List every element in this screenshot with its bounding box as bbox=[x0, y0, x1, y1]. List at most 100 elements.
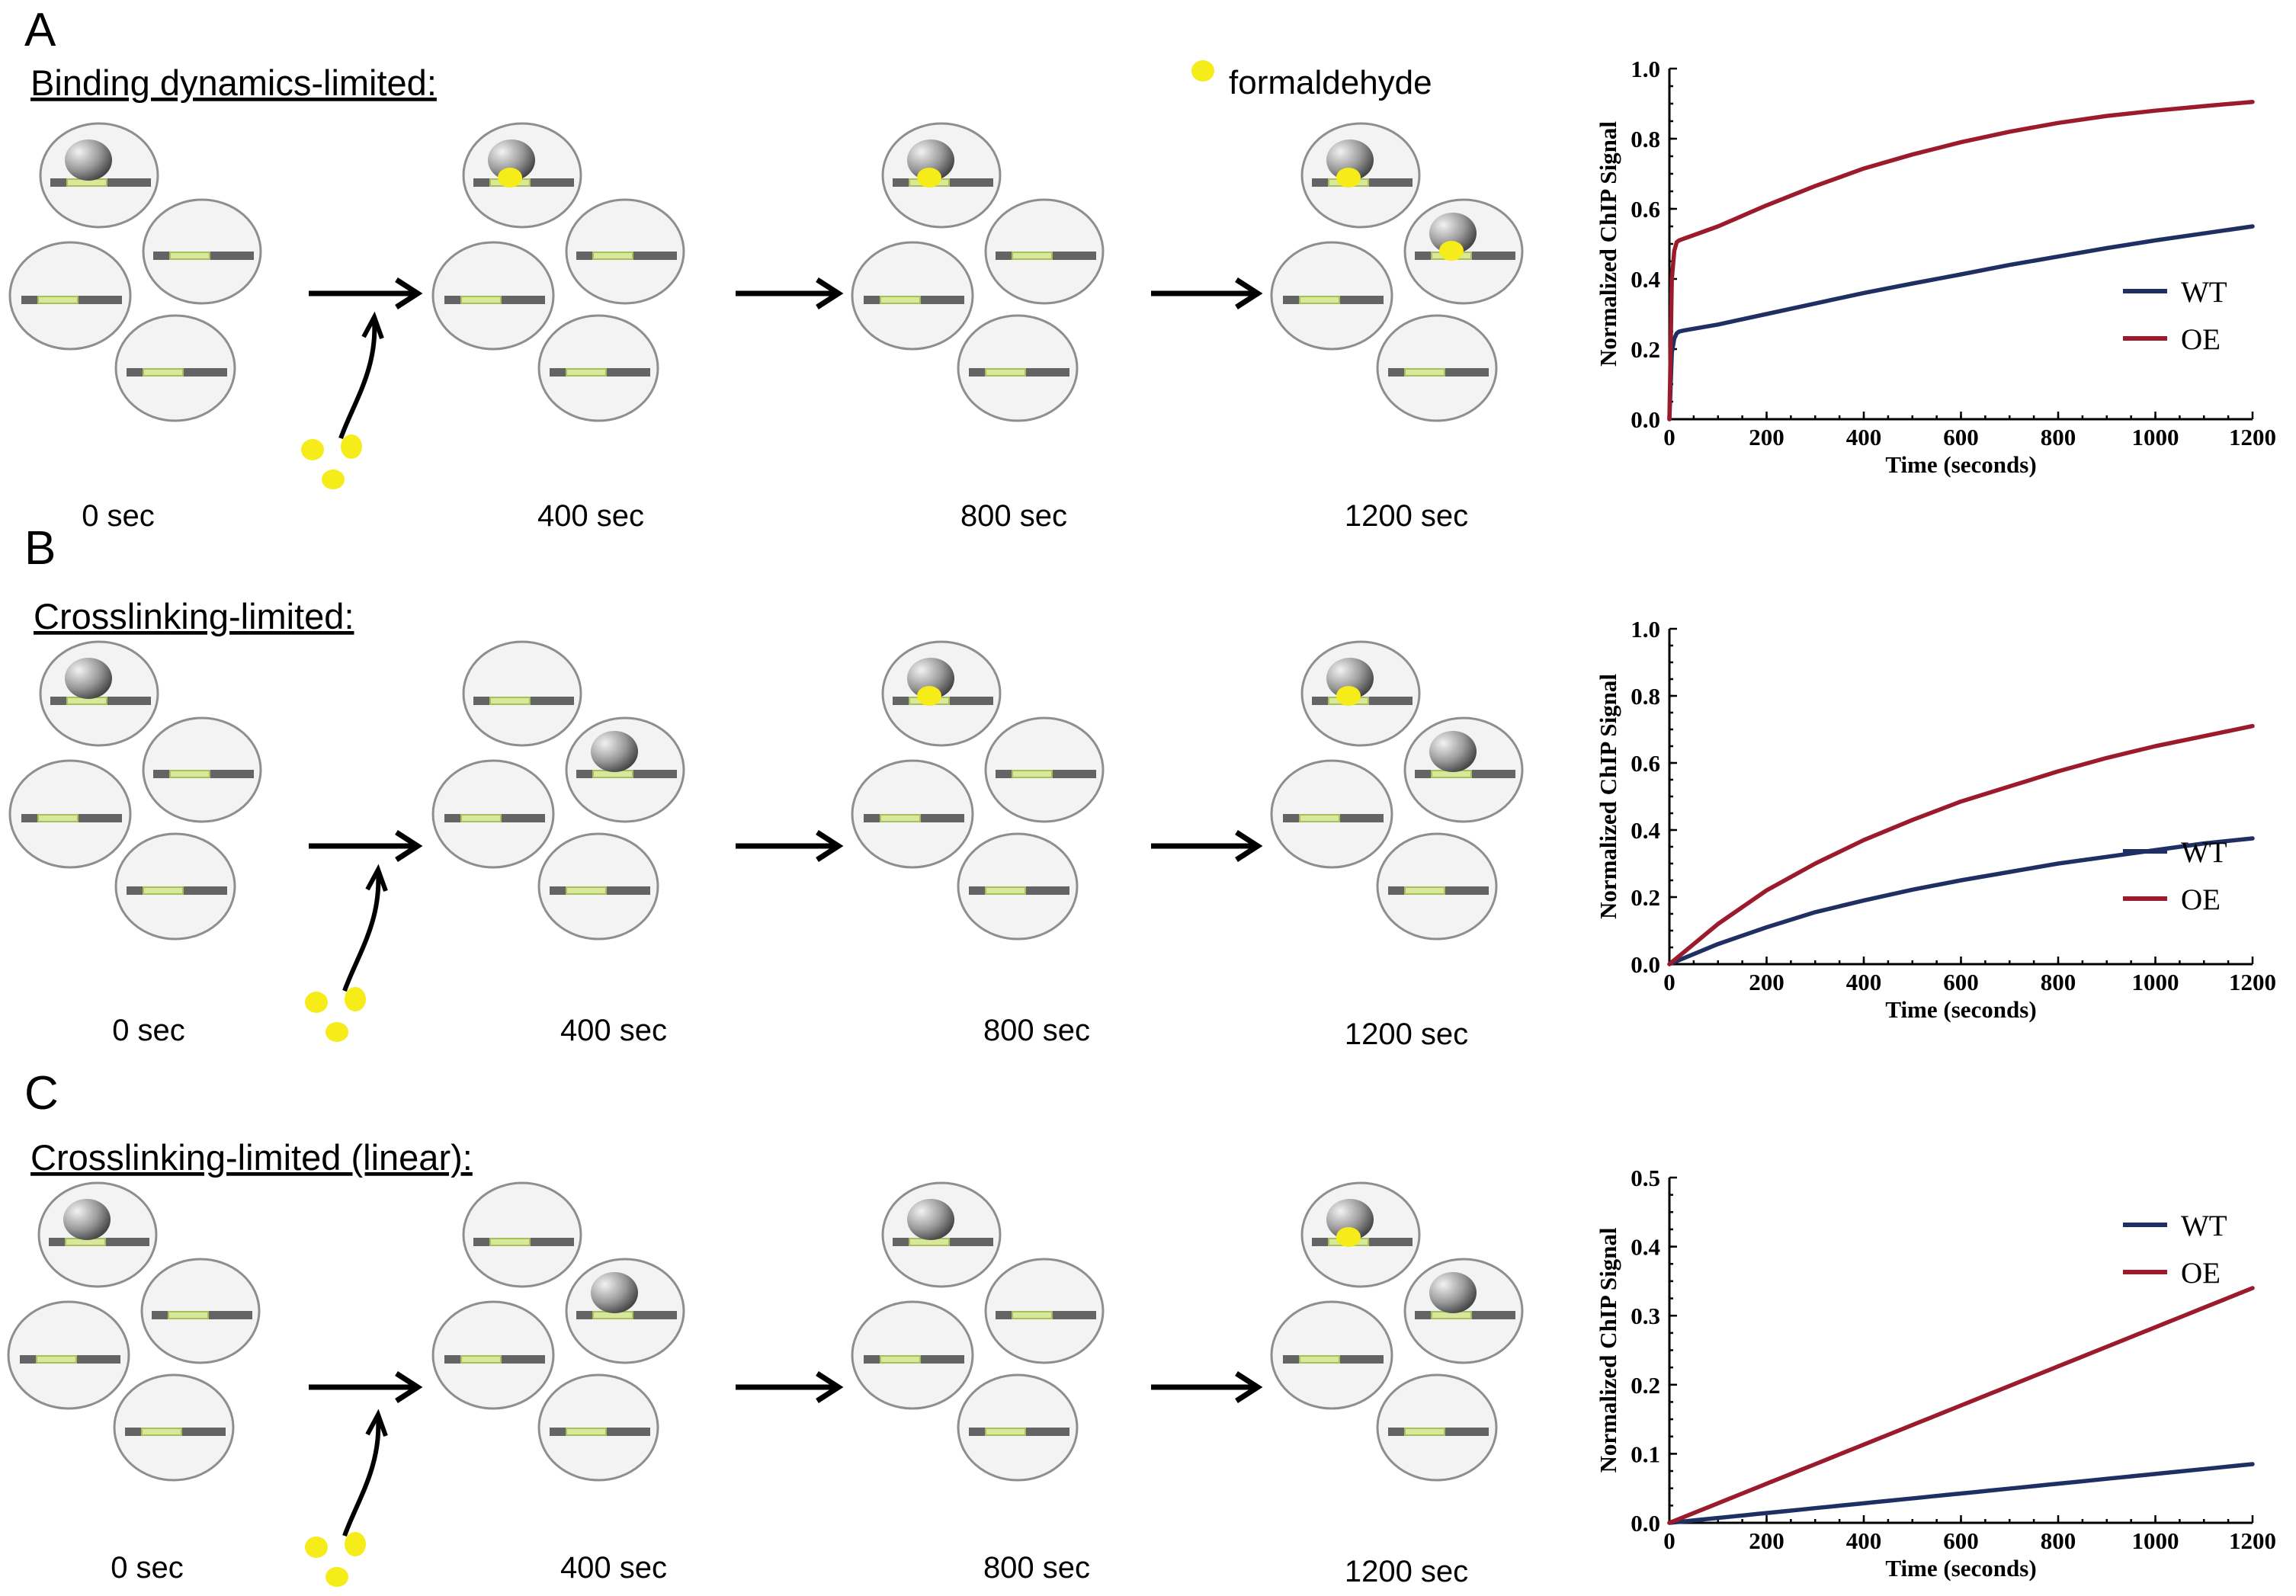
binding-site bbox=[592, 252, 633, 260]
time-label-b-2: 800 sec bbox=[983, 1014, 1090, 1047]
cell-group-9 bbox=[431, 1181, 685, 1482]
chart-1: 0 200 400 600 800 1000 1200 0.0 0.2 0.4 0.6 0.8 1.0 T… bbox=[1595, 616, 2276, 1023]
binding-site bbox=[985, 368, 1026, 377]
binding-site bbox=[141, 1428, 182, 1436]
x-tick-label: 1000 bbox=[2132, 424, 2179, 450]
time-label-c-2: 800 sec bbox=[983, 1551, 1090, 1585]
formaldehyde-molecule bbox=[345, 1532, 366, 1556]
panel-title-b: Crosslinking-limited: bbox=[34, 596, 354, 636]
time-label-a-3: 1200 sec bbox=[1345, 499, 1468, 533]
y-tick-label: 0.8 bbox=[1631, 683, 1660, 710]
time-label-a-2: 800 sec bbox=[960, 499, 1067, 533]
series-line-oe bbox=[1667, 1286, 2255, 1525]
arrow-1-0-head bbox=[395, 830, 423, 862]
protein bbox=[65, 139, 112, 181]
panel-letter-a: A bbox=[24, 4, 56, 56]
y-tick-label: 0.4 bbox=[1631, 1234, 1660, 1261]
y-tick-label: 0.5 bbox=[1631, 1165, 1660, 1191]
y-tick-label: 0.4 bbox=[1631, 266, 1660, 293]
formaldehyde-molecule bbox=[498, 168, 522, 187]
binding-site bbox=[460, 296, 502, 304]
binding-site bbox=[37, 296, 79, 304]
x-axis-title: Time (seconds) bbox=[1885, 996, 2036, 1023]
x-tick-label: 200 bbox=[1749, 1527, 1785, 1554]
arrow-2-1-head bbox=[816, 1371, 844, 1403]
curved-arrow-head bbox=[365, 864, 388, 893]
y-tick-label: 1.0 bbox=[1631, 616, 1660, 643]
time-label-c-1: 400 sec bbox=[560, 1551, 667, 1585]
x-tick-label: 400 bbox=[1846, 969, 1882, 995]
y-tick-label: 0.3 bbox=[1631, 1303, 1660, 1329]
protein bbox=[1326, 139, 1374, 181]
cell-group-2 bbox=[851, 122, 1105, 422]
cell-group-6 bbox=[851, 640, 1105, 941]
protein bbox=[591, 731, 638, 772]
cell-group-10 bbox=[851, 1181, 1105, 1482]
y-tick-label: 0.6 bbox=[1631, 750, 1660, 777]
y-tick-label: 0.2 bbox=[1631, 1372, 1660, 1399]
legend-label-oe: OE bbox=[2181, 883, 2221, 916]
protein bbox=[591, 1272, 638, 1313]
arrow-2-2-head bbox=[1235, 1371, 1263, 1403]
protein bbox=[907, 658, 954, 699]
binding-site bbox=[985, 886, 1026, 895]
x-tick-label: 600 bbox=[1943, 1527, 1979, 1554]
time-label-c-0: 0 sec bbox=[111, 1551, 184, 1585]
y-tick-label: 1.0 bbox=[1631, 56, 1660, 82]
arrow-1-1-head bbox=[816, 830, 844, 862]
arrow-0-1-head bbox=[816, 277, 844, 309]
chart-0: 0 200 400 600 800 1000 1200 0.0 0.2 0.4 0.6 0.8 1.0 T… bbox=[1595, 56, 2276, 478]
protein bbox=[1429, 213, 1477, 254]
binding-site bbox=[880, 814, 921, 822]
binding-site bbox=[1012, 1311, 1053, 1319]
binding-site bbox=[168, 1311, 209, 1319]
formaldehyde-molecule bbox=[1336, 168, 1361, 187]
x-tick-label: 0 bbox=[1663, 1527, 1676, 1554]
x-tick-label: 200 bbox=[1749, 969, 1785, 995]
formaldehyde-legend-icon bbox=[1191, 60, 1214, 82]
y-axis-title: Normalized ChIP Signal bbox=[1595, 674, 1621, 919]
schematic-layer bbox=[7, 122, 1524, 1587]
formaldehyde-molecule bbox=[341, 434, 362, 459]
binding-site bbox=[489, 1238, 531, 1246]
binding-site bbox=[1299, 814, 1340, 822]
binding-site bbox=[985, 1428, 1026, 1436]
protein bbox=[1429, 731, 1477, 772]
time-label-b-0: 0 sec bbox=[112, 1014, 185, 1047]
time-label-a-0: 0 sec bbox=[82, 499, 155, 533]
arrow-0-2-head bbox=[1235, 277, 1263, 309]
y-tick-label: 0.2 bbox=[1631, 884, 1660, 911]
time-label-a-1: 400 sec bbox=[537, 499, 644, 533]
series-line-wt bbox=[1667, 1462, 2255, 1525]
panel-title-c: Crosslinking-limited (linear): bbox=[30, 1137, 473, 1178]
curved-arrow bbox=[342, 1417, 381, 1537]
binding-site bbox=[143, 368, 184, 377]
x-tick-label: 1000 bbox=[2132, 1527, 2179, 1554]
formaldehyde-molecule bbox=[305, 992, 328, 1013]
x-tick-label: 400 bbox=[1846, 424, 1882, 450]
y-axis-title: Normalized ChIP Signal bbox=[1595, 121, 1621, 367]
time-labels: 0 sec 400 sec 800 sec 1200 sec 0 sec 400… bbox=[82, 499, 1468, 1588]
x-tick-label: 600 bbox=[1943, 969, 1979, 995]
curved-arrow bbox=[338, 319, 377, 440]
y-tick-label: 0.8 bbox=[1631, 126, 1660, 152]
panel-letter-c: C bbox=[24, 1067, 59, 1120]
protein bbox=[65, 658, 112, 699]
x-tick-label: 400 bbox=[1846, 1527, 1882, 1554]
cell bbox=[462, 1181, 582, 1288]
series-line-wt bbox=[1667, 224, 2255, 421]
protein bbox=[488, 139, 535, 181]
y-tick-label: 0.0 bbox=[1631, 1510, 1660, 1537]
binding-site bbox=[1012, 252, 1053, 260]
binding-site bbox=[880, 296, 921, 304]
cell-group-5 bbox=[431, 640, 685, 941]
binding-site bbox=[143, 886, 184, 895]
formaldehyde-molecule bbox=[301, 439, 324, 460]
cell-group-8 bbox=[7, 1181, 261, 1482]
formaldehyde-source-0 bbox=[301, 311, 384, 489]
cell-group-3 bbox=[1270, 122, 1524, 422]
binding-site bbox=[566, 1428, 607, 1436]
panel-letter-b: B bbox=[24, 522, 56, 575]
binding-site bbox=[460, 1355, 502, 1364]
time-label-b-1: 400 sec bbox=[560, 1014, 667, 1047]
